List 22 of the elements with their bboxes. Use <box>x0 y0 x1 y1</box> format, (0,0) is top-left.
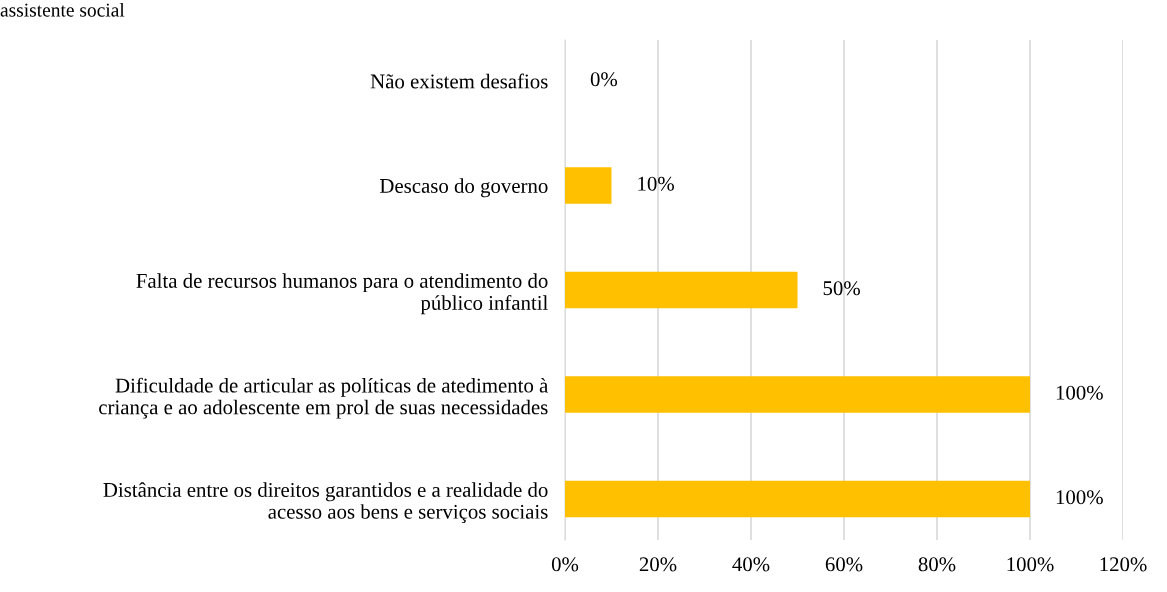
bar <box>565 376 1030 413</box>
x-tick-label: 120% <box>1100 557 1147 572</box>
x-tick-label: 20% <box>639 557 677 572</box>
y-tick-label: Dificuldade de articular as políticas de atedimento à criança e ao adolescente em prol de suas necessidades <box>99 377 549 419</box>
y-tick-label: Descaso do governo <box>379 178 548 198</box>
data-label: 10% <box>638 176 674 191</box>
x-tick-label: 60% <box>825 557 863 572</box>
data-label: 100% <box>1056 490 1103 505</box>
y-tick-label: Falta de recursos humanos para o atendimento do público infantil <box>136 273 548 315</box>
y-tick-label: Distância entre os direitos garantidos e a realidade do acesso aos bens e serviços sociais <box>103 482 548 524</box>
data-label: 0% <box>590 72 618 87</box>
x-tick-label: 40% <box>732 557 770 572</box>
bar <box>565 480 1030 518</box>
bar <box>565 167 612 204</box>
x-tick-label: 0% <box>551 557 579 572</box>
x-tick-label: 80% <box>918 557 956 572</box>
data-label: 100% <box>1056 385 1103 400</box>
data-label: 50% <box>823 281 860 296</box>
y-tick-label: Não existem desafios <box>370 73 548 89</box>
bar <box>565 271 798 309</box>
x-tick-label: 100% <box>1007 557 1054 572</box>
text: assistente social <box>0 2 125 17</box>
